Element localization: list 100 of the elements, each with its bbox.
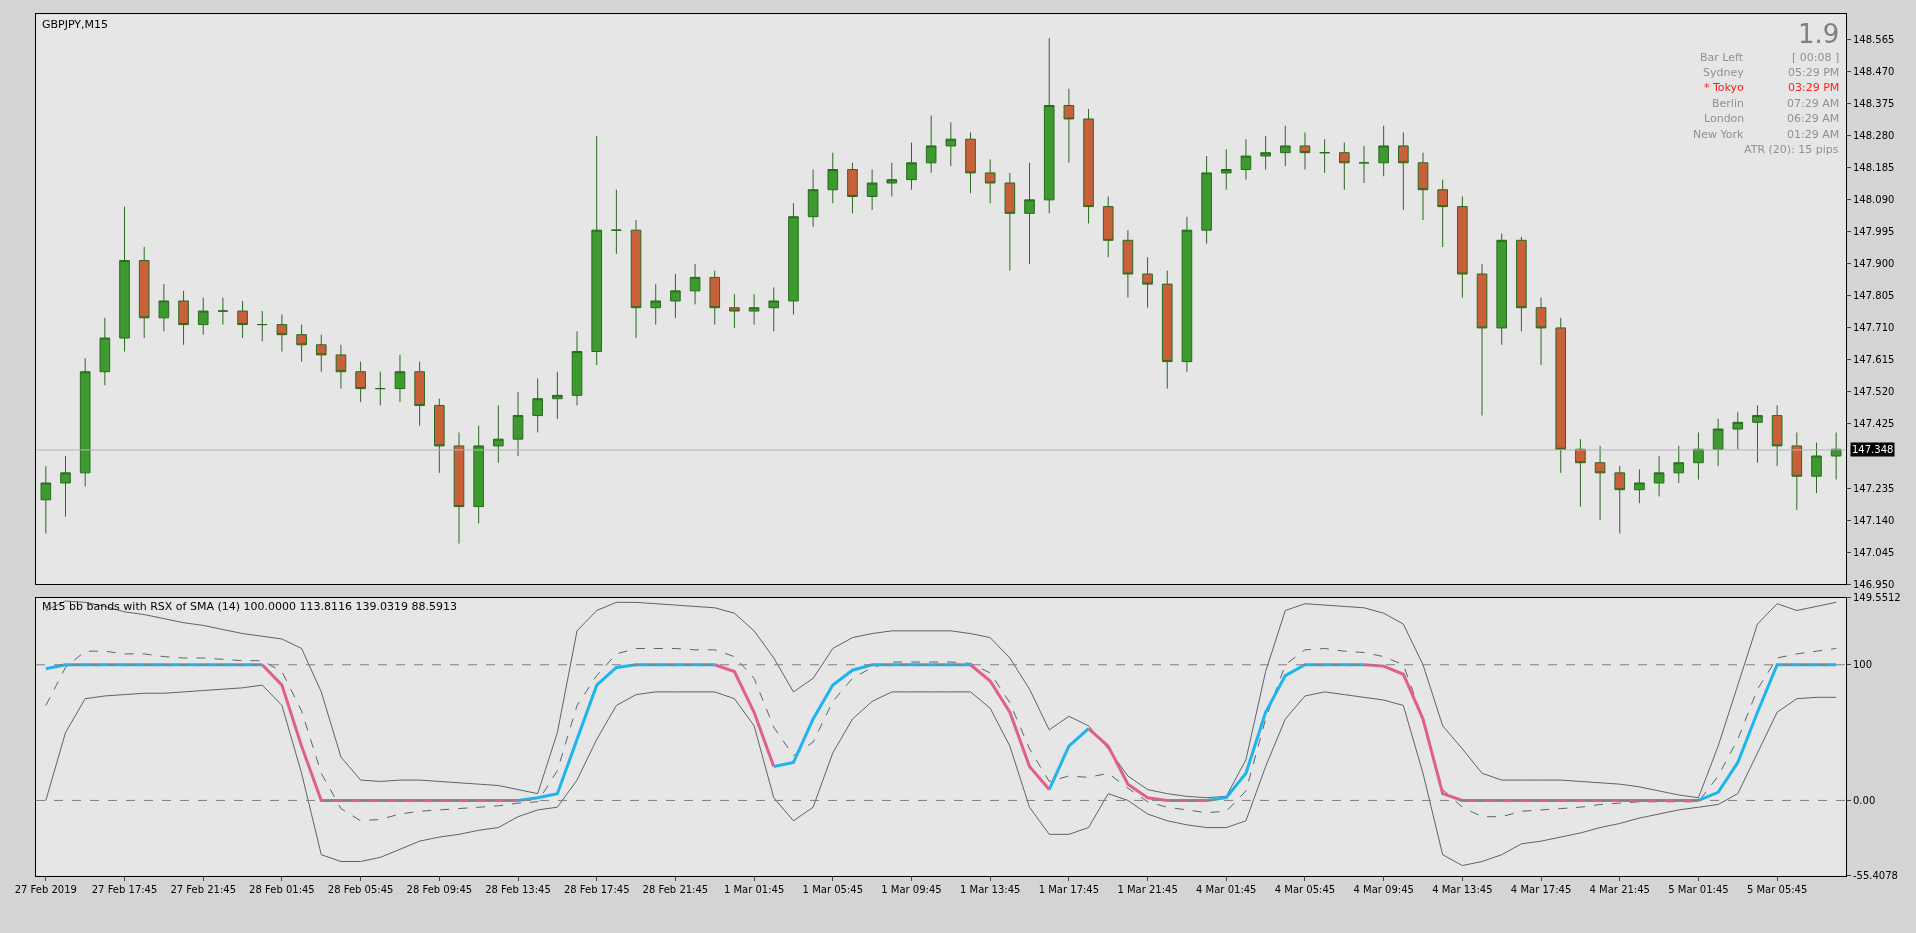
x-tick-label: 5 Mar 05:45 [1746,883,1808,895]
candlestick [1732,411,1744,450]
candlestick [1496,233,1508,346]
annotation: New York [1693,128,1744,141]
candlestick [1299,131,1311,171]
candlestick [296,324,307,363]
annotation: 03:29 PM [1788,81,1840,94]
annotation: 05:29 PM [1788,66,1840,79]
candlestick [1339,142,1350,191]
x-tick-label: 1 Mar 21:45 [1117,883,1178,895]
candlestick [473,425,484,524]
x-tick-label: 4 Mar 17:45 [1510,883,1572,895]
candlestick [1457,195,1468,299]
candlestick [1712,418,1724,467]
candlestick [1358,145,1370,184]
candlestick [1476,263,1488,417]
candlestick [532,377,543,433]
x-tick-label: 1 Mar 09:45 [881,883,942,895]
line-series [45,684,1837,867]
y-tick-label: 147.520 [1853,386,1895,398]
candlestick [709,270,721,326]
candlestick [827,152,839,204]
candlestick [1181,216,1193,373]
annotation: 1.9 [1798,19,1840,49]
x-tick-label: 28 Feb 21:45 [642,883,709,895]
candlestick [256,310,268,342]
y-tick-label: 148.470 [1853,66,1895,78]
candlestick [1024,162,1035,265]
candlestick [847,162,858,214]
candlestick [1673,445,1685,484]
x-tick-label: 1 Mar 13:45 [959,883,1021,895]
candlestick [40,465,52,535]
candlestick [925,115,937,174]
annotation: [ 00:08 ] [1792,51,1840,64]
candlestick [1220,148,1232,191]
candlestick [650,283,662,326]
x-tick-label: 28 Feb 13:45 [485,883,551,895]
candlestick [374,371,386,406]
y-tick-label: 149.5512 [1853,592,1901,604]
candlestick [1771,404,1783,467]
y-tick-label: 147.140 [1853,514,1895,526]
candlestick [768,286,780,332]
candlestick [276,313,288,353]
y-tick-label: 146.950 [1853,578,1895,590]
candlestick [1319,138,1330,174]
candlestick [1653,455,1665,497]
annotation: Sydney [1703,66,1745,79]
x-tick-label: 27 Feb 2019 [14,883,77,895]
candlestick [138,246,150,339]
candlestick [1142,256,1153,309]
y-tick-label: -55.4078 [1853,870,1898,882]
x-tick-label: 1 Mar 05:45 [802,883,863,895]
candlestick [119,206,130,353]
candlestick [886,162,898,197]
annotation: 06:29 AM [1787,112,1840,125]
candlestick [984,158,996,204]
candlestick [335,344,347,390]
y-tick-label: 147.235 [1853,482,1895,494]
candlestick [1260,135,1271,171]
candlestick [1614,465,1626,535]
candlestick [1279,125,1291,167]
candlestick [906,142,917,191]
x-tick-label: 4 Mar 01:45 [1196,883,1257,895]
y-tick-label: 100 [1853,659,1873,671]
candlestick [1437,179,1448,248]
candlestick [315,334,327,373]
candlestick [1161,270,1173,390]
candlestick [1004,172,1016,272]
x-tick-label: 4 Mar 21:45 [1589,883,1650,895]
candlestick [1083,108,1094,224]
x-tick-label: 28 Feb 17:45 [563,883,630,895]
chart-title: GBPJPY,M15 [42,18,109,31]
y-tick-label: 0.00 [1853,794,1876,806]
annotation: * Tokyo [1704,81,1745,94]
y-tick-label: 148.090 [1853,194,1895,206]
candlestick [1043,37,1055,214]
candlestick [1811,442,1822,494]
candlestick [748,293,760,326]
x-tick-label: 5 Mar 01:45 [1668,883,1729,895]
candlestick [394,354,406,403]
candlestick [197,297,209,336]
candlestick [788,202,799,315]
candlestick [237,300,248,339]
candlestick [1791,431,1803,511]
candlestick [1535,297,1547,366]
x-tick-label: 27 Feb 21:45 [170,883,237,895]
candlestick [552,371,563,420]
candlestick [434,398,445,474]
x-tick-label: 28 Feb 09:45 [406,883,473,895]
candlestick [79,357,91,487]
candlestick [453,431,465,545]
x-tick-label: 27 Feb 17:45 [91,883,158,895]
line-series [45,600,1837,799]
annotation: London [1704,112,1745,125]
candlestick [1063,88,1075,164]
candlestick [355,361,366,403]
candlestick [217,297,229,326]
candlestick [1102,195,1114,258]
x-tick-label: 4 Mar 09:45 [1353,883,1414,895]
y-tick-label: 147.615 [1853,354,1895,366]
